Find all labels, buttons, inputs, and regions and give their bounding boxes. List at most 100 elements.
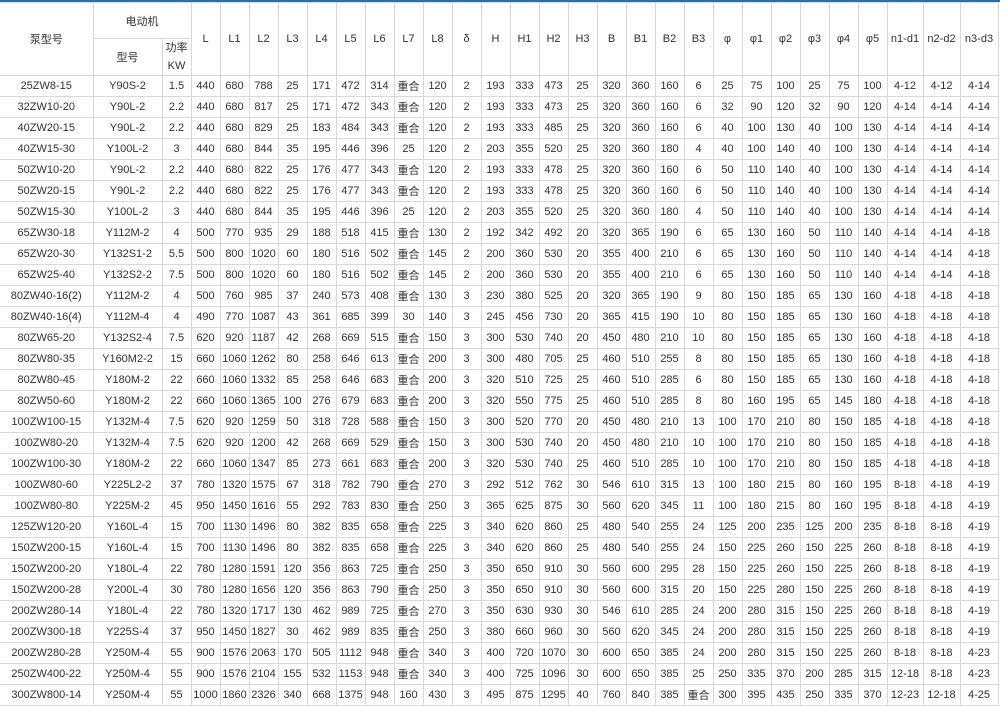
dimension-cell: 80 bbox=[277, 516, 308, 538]
dimension-cell: 25 bbox=[567, 75, 598, 97]
dimension-cell: 25 bbox=[567, 537, 598, 559]
dimension-cell: 225 bbox=[828, 642, 859, 664]
dimension-cell: 415 bbox=[625, 306, 656, 328]
dimension-cell: 320 bbox=[596, 180, 627, 202]
power-cell: 37 bbox=[161, 621, 192, 643]
dimension-cell: 37 bbox=[277, 285, 308, 307]
header-power: 功率 KW bbox=[161, 38, 192, 76]
dimension-cell: 40 bbox=[799, 201, 830, 223]
dimension-cell: 650 bbox=[509, 558, 540, 580]
dimension-cell: 1320 bbox=[219, 474, 250, 496]
dimension-cell: 43 bbox=[277, 306, 308, 328]
pump-model-cell: 25ZW8-15 bbox=[0, 75, 94, 97]
dimension-cell: 520 bbox=[538, 201, 569, 223]
dimension-cell: 160 bbox=[857, 285, 888, 307]
dimension-cell: 505 bbox=[306, 642, 337, 664]
dimension-cell: 4-14 bbox=[922, 222, 961, 244]
dimension-cell: 775 bbox=[538, 390, 569, 412]
dimension-cell: 100 bbox=[712, 411, 743, 433]
dimension-cell: 重合 bbox=[393, 369, 424, 391]
dimension-cell: 285 bbox=[654, 453, 685, 475]
dimension-cell: 140 bbox=[857, 264, 888, 286]
dimension-cell: 150 bbox=[422, 432, 453, 454]
dimension-cell: 180 bbox=[306, 264, 337, 286]
dimension-cell: 160 bbox=[654, 96, 685, 118]
dimension-cell: 650 bbox=[625, 663, 656, 685]
dimension-cell: 重合 bbox=[393, 264, 424, 286]
table-row: 50ZW15-30 Y100L-2 3 440 680 844 35 195 446 396 25 1… bbox=[0, 201, 999, 223]
power-cell: 2.2 bbox=[161, 180, 192, 202]
dimension-cell: 268 bbox=[306, 327, 337, 349]
dimension-cell: 1200 bbox=[248, 432, 279, 454]
dimension-cell: 160 bbox=[857, 306, 888, 328]
dimension-cell: 24 bbox=[683, 642, 714, 664]
dimension-cell: 25 bbox=[567, 201, 598, 223]
dimension-cell: 320 bbox=[596, 159, 627, 181]
dimension-cell: 25 bbox=[567, 138, 598, 160]
dimension-cell: 重合 bbox=[393, 453, 424, 475]
dimension-cell: 120 bbox=[422, 159, 453, 181]
header-pump-model: 泵型号 bbox=[0, 2, 94, 76]
dimension-cell: 365 bbox=[625, 222, 656, 244]
dimension-cell: 80 bbox=[799, 453, 830, 475]
top-border bbox=[0, 0, 1000, 2]
dimension-cell: 4-18 bbox=[959, 306, 999, 328]
dimension-cell: 2063 bbox=[248, 642, 279, 664]
dimension-cell: 25 bbox=[277, 180, 308, 202]
dimension-cell: 30 bbox=[567, 579, 598, 601]
dimension-cell: 185 bbox=[857, 453, 888, 475]
dimension-cell: 4-14 bbox=[959, 138, 999, 160]
dimension-cell: 13 bbox=[683, 474, 714, 496]
dimension-cell: 1591 bbox=[248, 558, 279, 580]
dimension-cell: 658 bbox=[364, 537, 395, 559]
dimension-cell: 685 bbox=[335, 306, 366, 328]
dimension-cell: 225 bbox=[828, 600, 859, 622]
dimension-cell: 340 bbox=[277, 684, 308, 706]
dimension-cell: 258 bbox=[306, 369, 337, 391]
dimension-cell: 620 bbox=[190, 411, 221, 433]
dimension-cell: 520 bbox=[538, 138, 569, 160]
motor-model-cell: Y160M2-2 bbox=[92, 348, 163, 370]
pump-model-cell: 80ZW80-35 bbox=[0, 348, 94, 370]
dimension-cell: 1130 bbox=[219, 516, 250, 538]
dimension-cell: 1060 bbox=[219, 369, 250, 391]
dimension-cell: 75 bbox=[828, 75, 859, 97]
dimension-cell: 4-18 bbox=[922, 390, 961, 412]
dimension-cell: 625 bbox=[509, 495, 540, 517]
dimension-cell: 185 bbox=[857, 432, 888, 454]
dimension-cell: 620 bbox=[190, 327, 221, 349]
dimension-cell: 4-18 bbox=[959, 453, 999, 475]
dimension-cell: 510 bbox=[625, 453, 656, 475]
dimension-cell: 1365 bbox=[248, 390, 279, 412]
dimension-cell: 225 bbox=[828, 558, 859, 580]
dimension-cell: 8-18 bbox=[922, 516, 961, 538]
dimension-cell: 435 bbox=[770, 684, 801, 706]
dimension-cell: 2 bbox=[451, 96, 482, 118]
power-cell: 3 bbox=[161, 201, 192, 223]
dimension-cell: 3 bbox=[451, 684, 482, 706]
dimension-cell: 600 bbox=[596, 642, 627, 664]
dimension-cell: 225 bbox=[422, 516, 453, 538]
dimension-cell: 985 bbox=[248, 285, 279, 307]
dimension-cell: 6 bbox=[683, 159, 714, 181]
dimension-cell: 1496 bbox=[248, 537, 279, 559]
dimension-cell: 160 bbox=[654, 159, 685, 181]
pump-model-cell: 50ZW20-15 bbox=[0, 180, 94, 202]
dimension-cell: 700 bbox=[190, 516, 221, 538]
dimension-cell: 160 bbox=[654, 180, 685, 202]
dimension-cell: 8-18 bbox=[886, 495, 924, 517]
motor-model-cell: Y90L-2 bbox=[92, 159, 163, 181]
dimension-cell: 1060 bbox=[219, 453, 250, 475]
dimension-cell: 125 bbox=[712, 516, 743, 538]
dimension-cell: 730 bbox=[538, 306, 569, 328]
dimension-cell: 2 bbox=[451, 138, 482, 160]
header-l7-7: L7 bbox=[393, 2, 424, 76]
dimension-cell: 646 bbox=[335, 369, 366, 391]
dimension-cell: 314 bbox=[364, 75, 395, 97]
dimension-cell: 472 bbox=[335, 96, 366, 118]
dimension-cell: 215 bbox=[770, 495, 801, 517]
dimension-cell: 176 bbox=[306, 159, 337, 181]
dimension-cell: 185 bbox=[770, 327, 801, 349]
power-cell: 1.5 bbox=[161, 75, 192, 97]
dimension-cell: 620 bbox=[509, 537, 540, 559]
